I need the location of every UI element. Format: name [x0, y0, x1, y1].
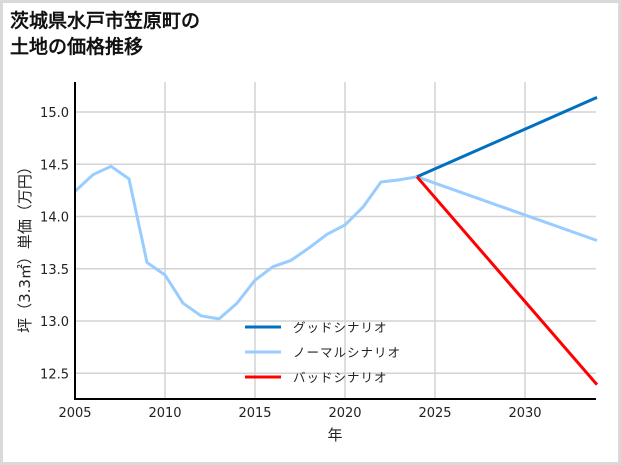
series-line [415, 175, 599, 386]
chart-title: 茨城県水戸市笠原町の 土地の価格推移 [10, 10, 201, 58]
y-tick-label: 13.5 [40, 263, 69, 278]
legend-label: グッドシナリオ [293, 320, 388, 335]
series-line [416, 96, 598, 179]
legend-label: バッドシナリオ [293, 370, 388, 385]
y-tick-label: 13.0 [40, 315, 69, 330]
x-tick-label: 2010 [148, 406, 181, 421]
x-tick-label: 2015 [238, 406, 271, 421]
x-tick-label: 2005 [58, 406, 91, 421]
y-tick-label: 14.5 [40, 158, 69, 173]
grid-lines [75, 82, 596, 399]
x-tick-label: 2020 [328, 406, 361, 421]
y-axis-label: 坪（3.3㎡）単価（万円） [16, 159, 34, 333]
y-tick-label: 12.5 [40, 367, 69, 382]
x-tick-label: 2025 [418, 406, 451, 421]
legend-label: ノーマルシナリオ [293, 345, 401, 360]
y-tick-label: 15.0 [40, 106, 69, 121]
x-axis-ticks: 2005 2010 2015 2020 2025 2030 [58, 406, 541, 421]
data-series [73, 96, 599, 386]
y-axis-ticks: 12.5 13.0 13.5 14.0 14.5 15.0 [40, 106, 69, 382]
y-tick-label: 14.0 [40, 211, 69, 226]
x-axis-label: 年 [327, 426, 342, 444]
axes [74, 82, 596, 400]
series-line [73, 164, 598, 321]
x-tick-label: 2030 [508, 406, 541, 421]
